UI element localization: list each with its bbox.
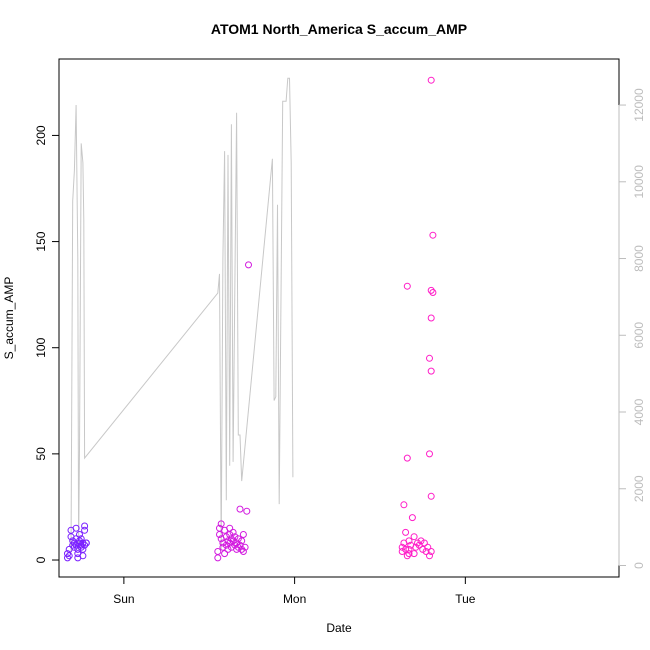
data-point xyxy=(426,354,433,362)
y2-tick-label: 10000 xyxy=(632,165,646,199)
data-point xyxy=(427,76,435,84)
y-tick-label: 200 xyxy=(34,125,48,145)
data-point xyxy=(79,552,87,560)
y-axis-right: 0 2000 4000 6000 8000 10000 12000 xyxy=(618,88,646,569)
data-point xyxy=(402,528,410,536)
data-point xyxy=(74,545,82,553)
data-point xyxy=(410,550,418,558)
data-point xyxy=(229,528,237,536)
data-point xyxy=(82,539,90,547)
data-point xyxy=(69,537,77,545)
data-point xyxy=(405,550,413,558)
data-point xyxy=(236,505,244,513)
data-point xyxy=(410,533,418,541)
data-point xyxy=(76,531,83,538)
data-point xyxy=(400,539,408,547)
data-point xyxy=(426,450,433,458)
data-point xyxy=(426,552,433,560)
y-tick-label: 50 xyxy=(34,447,48,461)
y2-tick-label: 2000 xyxy=(632,475,646,502)
data-point xyxy=(224,545,232,553)
data-point xyxy=(224,537,232,545)
data-point xyxy=(408,514,416,522)
data-point xyxy=(420,539,428,547)
data-point xyxy=(226,524,234,532)
data-point xyxy=(214,554,222,562)
line-series xyxy=(70,77,294,555)
data-point xyxy=(69,541,77,549)
data-point xyxy=(234,543,242,551)
data-point xyxy=(241,543,249,551)
data-point xyxy=(429,231,437,239)
data-point xyxy=(233,545,241,553)
data-point xyxy=(231,541,239,549)
data-point xyxy=(231,533,239,541)
data-point xyxy=(398,548,406,555)
data-point xyxy=(221,550,229,558)
data-point xyxy=(403,282,411,290)
data-point xyxy=(81,526,89,534)
data-point xyxy=(402,545,410,553)
data-point xyxy=(398,543,406,551)
y-tick-label: 100 xyxy=(34,337,48,357)
point-series xyxy=(64,76,437,562)
y2-tick-label: 8000 xyxy=(632,245,646,272)
accum-line xyxy=(70,77,294,555)
chart-title: ATOM1 North_America S_accum_AMP xyxy=(211,21,467,37)
data-point xyxy=(64,554,71,562)
data-point xyxy=(417,537,425,545)
data-point xyxy=(424,543,432,551)
data-point xyxy=(412,543,420,551)
x-tick-label: Sun xyxy=(113,592,134,606)
data-point xyxy=(427,492,435,500)
data-point xyxy=(239,531,247,538)
data-point xyxy=(77,535,85,543)
data-point xyxy=(238,545,246,553)
data-point xyxy=(238,537,246,545)
data-point xyxy=(429,289,437,296)
data-point xyxy=(427,367,435,375)
data-point xyxy=(400,501,408,509)
data-point xyxy=(243,507,251,515)
x-axis-label: Date xyxy=(326,621,352,635)
data-point xyxy=(64,550,71,558)
x-axis: Sun Mon Tue xyxy=(113,576,476,606)
data-point xyxy=(72,524,80,532)
data-point xyxy=(81,541,89,549)
y2-tick-label: 4000 xyxy=(632,398,646,425)
y-tick-label: 0 xyxy=(34,556,48,563)
data-point xyxy=(427,286,435,294)
data-point xyxy=(227,535,235,543)
data-point xyxy=(427,314,435,322)
y-tick-label: 150 xyxy=(34,231,48,251)
data-point xyxy=(405,545,413,553)
y2-tick-label: 12000 xyxy=(632,88,646,122)
data-point xyxy=(239,548,247,555)
data-point xyxy=(217,520,225,528)
data-point xyxy=(403,454,411,462)
data-point xyxy=(77,543,85,551)
data-point xyxy=(403,552,411,560)
y-axis-left: 0 50 100 150 200 xyxy=(34,125,60,563)
y-axis-label: S_accum_AMP xyxy=(2,277,16,360)
data-point xyxy=(245,261,252,269)
data-point xyxy=(81,522,89,530)
y2-tick-label: 6000 xyxy=(632,322,646,349)
data-point xyxy=(70,543,78,551)
data-point xyxy=(414,539,421,547)
data-point xyxy=(234,535,242,543)
y2-tick-label: 0 xyxy=(632,562,646,569)
data-point xyxy=(427,548,435,555)
x-tick-label: Tue xyxy=(455,592,476,606)
data-point xyxy=(422,548,430,555)
x-tick-label: Mon xyxy=(283,592,306,606)
